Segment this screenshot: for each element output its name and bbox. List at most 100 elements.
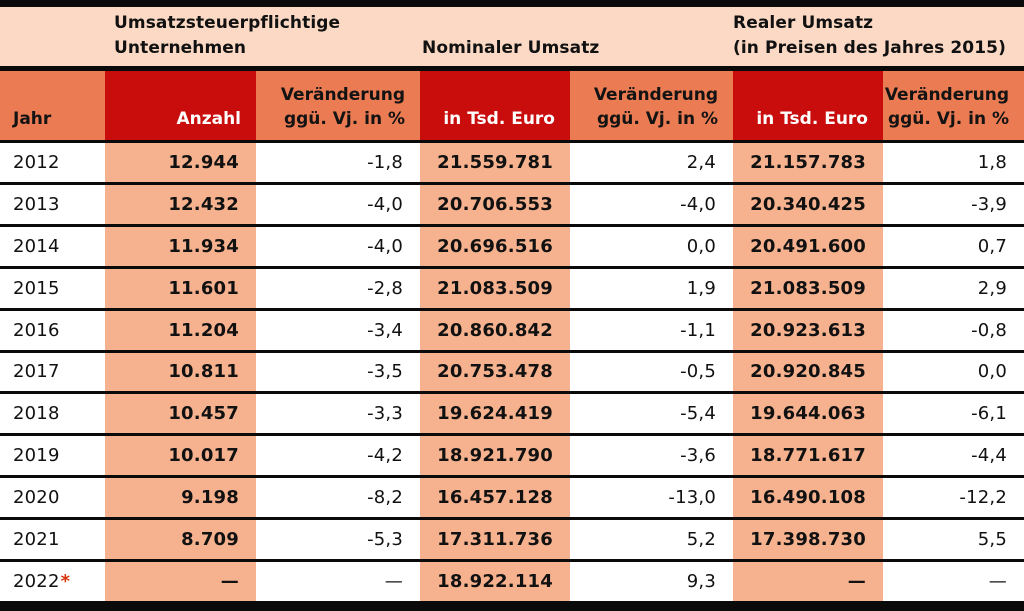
year-cell: 2016 [0,311,105,350]
nominal-umsatz-cell: 20.706.553 [420,184,570,224]
year-label: 2015 [13,277,60,299]
table-row: 2013 12.432 -4,0 20.706.553 -4,0 20.340.… [0,181,1024,224]
group-title-line: (in Preisen des Jahres 2015) [733,38,1006,58]
real-change-cell: 0,7 [883,226,1024,266]
anzahl-cell: 11.204 [105,310,256,350]
nominal-change-cell: 2,4 [570,143,733,182]
anzahl-change-cell: -2,8 [256,268,420,308]
group-title-nominaler-umsatz: Nominaler Umsatz [420,36,733,61]
nominal-umsatz-cell: 16.457.128 [420,478,570,518]
real-umsatz-cell: 20.920.845 [733,352,883,392]
group-title-line: Unternehmen [114,38,247,58]
real-umsatz-cell: 20.923.613 [733,310,883,350]
bottom-rule [0,601,1024,611]
nominal-umsatz-cell: 20.753.478 [420,352,570,392]
year-cell: 2021 [0,520,105,559]
header-real-tsd-euro: in Tsd. Euro [733,71,883,140]
year-label: 2020 [13,487,60,509]
real-change-cell: -3,9 [883,184,1024,224]
table-header-row: Jahr Anzahl Veränderung ggü. Vj. in % in… [0,71,1024,140]
table-row: 2019 10.017 -4,2 18.921.790 -3,6 18.771.… [0,433,1024,476]
anzahl-change-cell: -3,5 [256,352,420,392]
real-change-cell: -0,8 [883,310,1024,350]
real-umsatz-cell: — [733,562,883,601]
real-change-cell: 0,0 [883,352,1024,392]
year-cell: 2018 [0,394,105,433]
real-umsatz-cell: 21.083.509 [733,268,883,308]
anzahl-change-cell: -4,2 [256,436,420,476]
group-title-line: Realer Umsatz [733,13,874,33]
anzahl-cell: 8.709 [105,520,256,560]
header-anzahl: Anzahl [105,71,256,140]
nominal-umsatz-cell: 20.860.842 [420,310,570,350]
table-row: 2015 11.601 -2,8 21.083.509 1,9 21.083.5… [0,265,1024,308]
anzahl-cell: 9.198 [105,478,256,518]
real-umsatz-cell: 20.491.600 [733,226,883,266]
year-label: 2016 [13,319,60,341]
nominal-umsatz-cell: 20.696.516 [420,226,570,266]
nominal-change-cell: -1,1 [570,310,733,350]
real-change-cell: 1,8 [883,143,1024,182]
nominal-umsatz-cell: 17.311.736 [420,520,570,560]
header-nominal-tsd-euro: in Tsd. Euro [420,71,570,140]
table-row: 2018 10.457 -3,3 19.624.419 -5,4 19.644.… [0,391,1024,434]
nominal-umsatz-cell: 21.083.509 [420,268,570,308]
year-label: 2012 [13,151,60,173]
year-label: 2022 [13,571,60,593]
anzahl-change-cell: -3,4 [256,310,420,350]
year-cell: 2017 [0,353,105,392]
table-row: 2021 8.709 -5,3 17.311.736 5,2 17.398.73… [0,517,1024,560]
group-title-unternehmen: Umsatzsteuerpflichtige Unternehmen [105,11,420,61]
year-cell: 2019 [0,436,105,475]
table-row: 2012 12.944 -1,8 21.559.781 2,4 21.157.7… [0,140,1024,182]
anzahl-cell: 10.457 [105,394,256,434]
nominal-change-cell: -13,0 [570,478,733,518]
year-label: 2017 [13,361,60,383]
anzahl-cell: — [105,562,256,601]
anzahl-cell: 12.432 [105,184,256,224]
year-cell: 2012 [0,143,105,182]
header-veraenderung-real: Veränderung ggü. Vj. in % [883,71,1024,140]
nominal-change-cell: -3,6 [570,436,733,476]
year-cell: 2013 [0,185,105,224]
real-umsatz-cell: 16.490.108 [733,478,883,518]
anzahl-cell: 11.601 [105,268,256,308]
nominal-change-cell: -0,5 [570,352,733,392]
nominal-umsatz-cell: 18.921.790 [420,436,570,476]
nominal-change-cell: -4,0 [570,184,733,224]
anzahl-change-cell: -4,0 [256,184,420,224]
real-change-cell: 2,9 [883,268,1024,308]
year-cell: 2022 * [0,562,105,601]
group-title-line: Nominaler Umsatz [422,38,600,58]
year-label: 2018 [13,403,60,425]
table-row: 2014 11.934 -4,0 20.696.516 0,0 20.491.6… [0,223,1024,266]
real-change-cell: — [883,562,1024,601]
real-umsatz-cell: 18.771.617 [733,436,883,476]
nominal-change-cell: 5,2 [570,520,733,560]
header-jahr: Jahr [0,71,105,140]
group-title-realer-umsatz: Realer Umsatz (in Preisen des Jahres 201… [733,11,1024,61]
nominal-umsatz-cell: 21.559.781 [420,143,570,182]
anzahl-cell: 12.944 [105,143,256,182]
real-change-cell: -4,4 [883,436,1024,476]
nominal-change-cell: 9,3 [570,562,733,601]
real-change-cell: -12,2 [883,478,1024,518]
anzahl-change-cell: — [256,562,420,601]
nominal-change-cell: -5,4 [570,394,733,434]
nominal-umsatz-cell: 18.922.114 [420,562,570,601]
header-veraenderung-nominal: Veränderung ggü. Vj. in % [570,71,733,140]
table-row: 2022 * — — 18.922.114 9,3 — — [0,559,1024,601]
group-title-line: Umsatzsteuerpflichtige [114,13,341,33]
anzahl-cell: 10.017 [105,436,256,476]
table-row: 2017 10.811 -3,5 20.753.478 -0,5 20.920.… [0,349,1024,392]
real-change-cell: -6,1 [883,394,1024,434]
year-cell: 2014 [0,227,105,266]
band-divider-rule [0,66,1024,71]
year-label: 2014 [13,235,60,257]
year-label: 2019 [13,445,60,467]
anzahl-cell: 11.934 [105,226,256,266]
top-rule [0,0,1024,7]
year-cell: 2015 [0,269,105,308]
year-label: 2013 [13,193,60,215]
